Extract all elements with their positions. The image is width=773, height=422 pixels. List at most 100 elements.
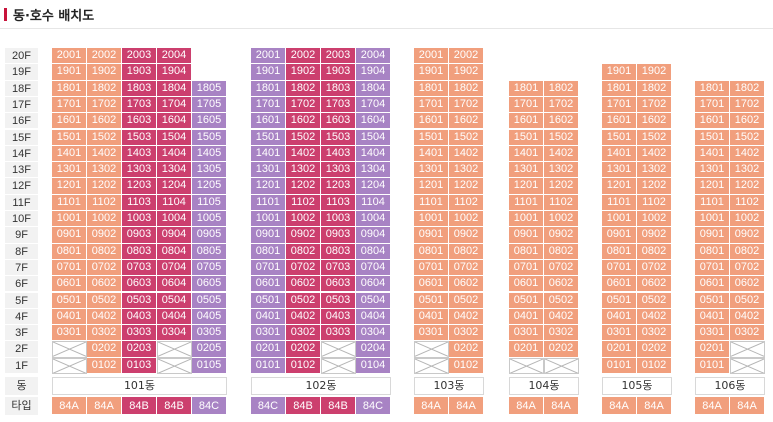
unit-cell[interactable]: 1301 <box>52 162 87 179</box>
unit-cell[interactable]: 1602 <box>449 113 484 130</box>
unit-cell[interactable]: 0201 <box>251 341 286 358</box>
unit-cell[interactable]: 0402 <box>286 308 321 326</box>
unit-cell[interactable]: 0402 <box>449 308 484 326</box>
unit-cell[interactable]: 1001 <box>414 211 449 228</box>
unit-cell[interactable]: 0802 <box>449 243 484 260</box>
unit-cell[interactable]: 1103 <box>122 194 157 211</box>
unit-cell[interactable]: 0102 <box>286 357 321 374</box>
unit-cell[interactable]: 1202 <box>449 178 484 195</box>
unit-cell[interactable]: 1301 <box>602 162 637 179</box>
unit-cell[interactable]: 1705 <box>192 96 227 114</box>
unit-cell[interactable]: 0802 <box>87 243 122 260</box>
unit-cell[interactable]: 0601 <box>509 276 544 293</box>
unit-cell[interactable]: 1701 <box>414 96 449 114</box>
unit-cell[interactable]: 1802 <box>544 80 579 97</box>
unit-cell[interactable]: 2001 <box>414 48 449 65</box>
unit-cell[interactable]: 1701 <box>251 96 286 114</box>
unit-cell[interactable]: 0101 <box>251 357 286 374</box>
unit-cell[interactable]: 1602 <box>544 113 579 130</box>
unit-cell[interactable]: 0405 <box>192 308 227 326</box>
unit-cell[interactable]: 0404 <box>157 308 192 326</box>
unit-cell[interactable]: 1901 <box>414 64 449 81</box>
unit-cell[interactable]: 1701 <box>52 96 87 114</box>
unit-cell[interactable]: 0402 <box>544 308 579 326</box>
unit-cell[interactable]: 1001 <box>251 211 286 228</box>
unit-cell[interactable]: 0701 <box>52 259 87 277</box>
unit-cell[interactable]: 0101 <box>695 357 730 374</box>
unit-cell[interactable]: 1201 <box>52 178 87 195</box>
unit-cell[interactable]: 1803 <box>321 80 356 97</box>
unit-cell[interactable]: 0204 <box>356 341 391 358</box>
unit-cell[interactable]: 0202 <box>544 341 579 358</box>
unit-cell[interactable]: 1401 <box>251 145 286 163</box>
unit-cell[interactable]: 1201 <box>695 178 730 195</box>
unit-cell[interactable]: 0501 <box>602 292 637 309</box>
unit-cell[interactable]: 0502 <box>87 292 122 309</box>
unit-cell[interactable]: 0302 <box>730 325 765 342</box>
unit-cell[interactable]: 0702 <box>544 259 579 277</box>
unit-cell[interactable]: 1601 <box>695 113 730 130</box>
unit-cell[interactable]: 1002 <box>637 211 672 228</box>
unit-cell[interactable]: 1101 <box>695 194 730 211</box>
unit-cell[interactable]: 1302 <box>87 162 122 179</box>
unit-cell[interactable]: 1401 <box>52 145 87 163</box>
unit-cell[interactable]: 1105 <box>192 194 227 211</box>
unit-cell[interactable]: 0105 <box>192 357 227 374</box>
unit-cell[interactable]: 1201 <box>602 178 637 195</box>
unit-cell[interactable]: 0602 <box>730 276 765 293</box>
unit-cell[interactable]: 0902 <box>286 227 321 244</box>
unit-cell[interactable]: 1604 <box>157 113 192 130</box>
unit-cell[interactable]: 0902 <box>87 227 122 244</box>
unit-cell[interactable]: 1003 <box>122 211 157 228</box>
unit-cell[interactable]: 1403 <box>321 145 356 163</box>
unit-cell[interactable]: 1304 <box>356 162 391 179</box>
unit-cell[interactable]: 1804 <box>356 80 391 97</box>
unit-cell[interactable]: 1903 <box>321 64 356 81</box>
unit-cell[interactable]: 1403 <box>122 145 157 163</box>
unit-cell[interactable]: 1603 <box>122 113 157 130</box>
unit-cell[interactable]: 1803 <box>122 80 157 97</box>
unit-cell[interactable]: 0502 <box>637 292 672 309</box>
unit-cell[interactable]: 1203 <box>122 178 157 195</box>
unit-cell[interactable]: 1504 <box>356 129 391 146</box>
unit-cell[interactable]: 1103 <box>321 194 356 211</box>
unit-cell[interactable]: 1601 <box>251 113 286 130</box>
unit-cell[interactable]: 0902 <box>544 227 579 244</box>
unit-cell[interactable]: 1802 <box>286 80 321 97</box>
unit-cell[interactable]: 1702 <box>286 96 321 114</box>
unit-cell[interactable]: 1102 <box>637 194 672 211</box>
unit-cell[interactable]: 0202 <box>637 341 672 358</box>
unit-cell[interactable]: 0701 <box>695 259 730 277</box>
unit-cell[interactable]: 0904 <box>356 227 391 244</box>
unit-cell[interactable]: 1002 <box>286 211 321 228</box>
unit-cell[interactable]: 1202 <box>286 178 321 195</box>
unit-cell[interactable]: 0601 <box>414 276 449 293</box>
unit-cell[interactable]: 0602 <box>286 276 321 293</box>
unit-cell[interactable]: 1104 <box>157 194 192 211</box>
unit-cell[interactable]: 1102 <box>286 194 321 211</box>
unit-cell[interactable]: 1101 <box>509 194 544 211</box>
unit-cell[interactable]: 1204 <box>356 178 391 195</box>
unit-cell[interactable]: 1002 <box>449 211 484 228</box>
unit-cell[interactable]: 0801 <box>414 243 449 260</box>
unit-cell[interactable]: 1902 <box>286 64 321 81</box>
unit-cell[interactable]: 1402 <box>637 145 672 163</box>
unit-cell[interactable]: 1404 <box>356 145 391 163</box>
unit-cell[interactable]: 1201 <box>414 178 449 195</box>
unit-cell[interactable]: 1101 <box>52 194 87 211</box>
unit-cell[interactable]: 1602 <box>286 113 321 130</box>
unit-cell[interactable]: 1702 <box>449 96 484 114</box>
unit-cell[interactable]: 1104 <box>356 194 391 211</box>
unit-cell[interactable]: 1601 <box>602 113 637 130</box>
unit-cell[interactable]: 0401 <box>602 308 637 326</box>
unit-cell[interactable]: 0301 <box>52 325 87 342</box>
unit-cell[interactable]: 0302 <box>637 325 672 342</box>
unit-cell[interactable]: 1402 <box>87 145 122 163</box>
unit-cell[interactable]: 0305 <box>192 325 227 342</box>
unit-cell[interactable]: 1704 <box>157 96 192 114</box>
unit-cell[interactable]: 0301 <box>695 325 730 342</box>
unit-cell[interactable]: 0602 <box>544 276 579 293</box>
unit-cell[interactable]: 0801 <box>695 243 730 260</box>
unit-cell[interactable]: 0301 <box>251 325 286 342</box>
unit-cell[interactable]: 1802 <box>730 80 765 97</box>
